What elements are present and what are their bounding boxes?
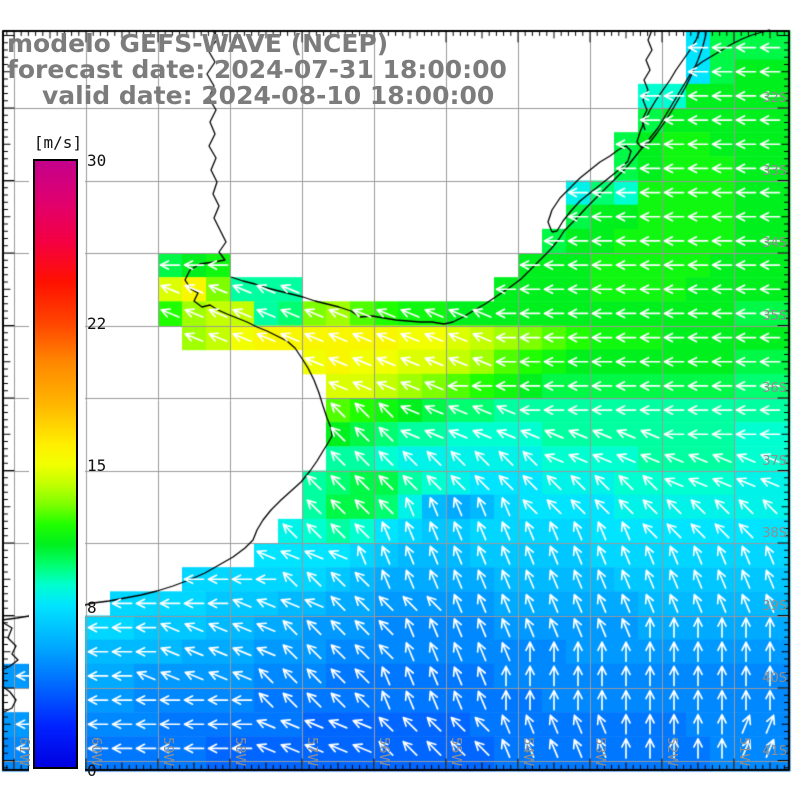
colorbar-gradient (33, 159, 78, 769)
colorbar-tick-label: 22 (87, 313, 107, 333)
colorbar (29, 155, 85, 775)
colorbar-tick-label: 0 (87, 761, 97, 780)
colorbar-tick-label: 15 (87, 456, 107, 475)
lon-tick-label: 56W (376, 737, 391, 767)
forecast-date-line: forecast date: 2024-07-31 18:00:00 (7, 55, 507, 84)
colorbar-unit-label: [m/s] (33, 133, 83, 152)
lon-tick-label: 53W (592, 737, 607, 767)
lat-tick-label: 33S (762, 163, 787, 179)
model-title: modelo GEFS-WAVE (NCEP) (7, 29, 389, 58)
lat-tick-label: 35S (762, 308, 787, 324)
lon-tick-label: 59W (160, 737, 175, 767)
colorbar-tick-label: 30 (87, 151, 107, 170)
lon-tick-label: 55W (448, 737, 463, 767)
lon-tick-label: 54W (520, 737, 535, 767)
colorbar-tick-label: 8 (87, 598, 97, 618)
lat-tick-label: 36S (762, 381, 787, 396)
lon-tick-label: 61W (16, 737, 31, 767)
valid-date-line: valid date: 2024-08-10 18:00:00 (42, 81, 495, 110)
lat-tick-label: 37S (762, 453, 787, 469)
lat-tick-label: 32S (762, 91, 787, 106)
lon-tick-label: 57W (304, 737, 319, 767)
lon-tick-label: 60W (88, 737, 103, 767)
lat-tick-label: 41S (762, 743, 787, 759)
lon-tick-label: 52W (664, 737, 679, 767)
lon-tick-label: 51W (736, 737, 751, 767)
lat-tick-label: 40S (762, 671, 787, 686)
lat-tick-label: 39S (762, 598, 787, 614)
lon-tick-label: 58W (232, 737, 247, 767)
lat-tick-label: 38S (762, 526, 787, 541)
lat-tick-label: 34S (762, 236, 787, 251)
